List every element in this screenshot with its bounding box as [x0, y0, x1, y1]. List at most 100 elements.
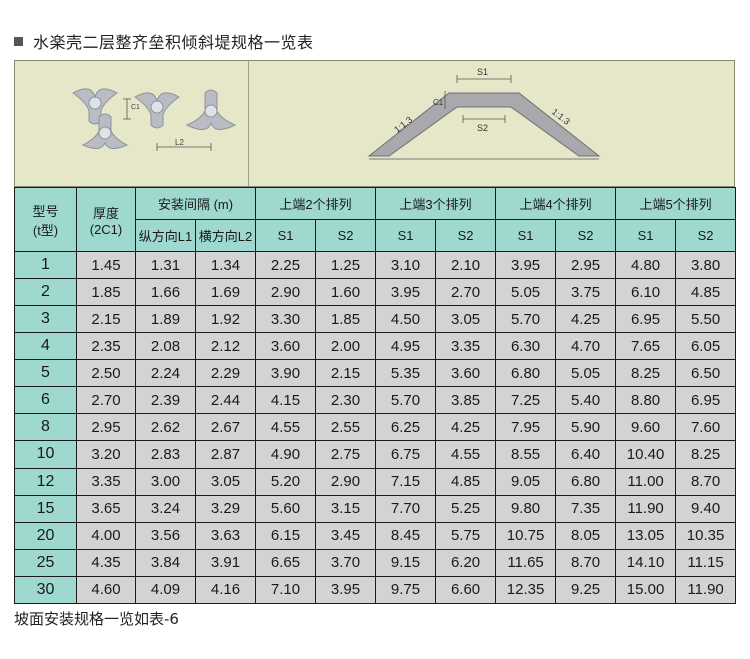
- header-thickness-label: 厚度: [92, 205, 119, 221]
- table-cell: 2.00: [315, 332, 377, 361]
- table-cell: 8.70: [555, 548, 617, 577]
- table-cell: 2.95: [555, 250, 617, 280]
- table-cell: 11.90: [615, 494, 677, 523]
- table-cell: 2.10: [435, 250, 497, 280]
- header-top3: 上端3个排列: [375, 187, 497, 220]
- table-cell: 5.50: [675, 305, 737, 334]
- table-cell: 4.55: [255, 413, 317, 442]
- table-cell: 6.15: [255, 521, 317, 550]
- table-cell-type: 2: [14, 278, 77, 307]
- table-cell: 12.35: [495, 575, 557, 605]
- header-top4: 上端4个排列: [495, 187, 617, 220]
- table-cell: 11.65: [495, 548, 557, 577]
- dimension-label-l2: L2: [175, 138, 184, 147]
- table-cell: 8.05: [555, 521, 617, 550]
- table-cell: 8.70: [675, 467, 737, 496]
- table-header: 型号 (t型) 厚度 (2C1) 安装间隔 (m) 上端2个排列 上端3个排列 …: [14, 187, 737, 252]
- table-cell: 7.70: [375, 494, 437, 523]
- table-cell: 1.34: [194, 250, 257, 280]
- table-cell: 10.35: [675, 521, 737, 550]
- table-cell: 3.90: [255, 359, 317, 388]
- table-cell: 4.80: [615, 250, 677, 280]
- table-row: 6 2.70 2.39 2.44 4.15 2.30 5.70 3.85 7.25 5.40 8.8…: [14, 386, 737, 415]
- slope-section-diagram: S1 S2 C1 1:1.3 1:1.3: [367, 67, 601, 160]
- table-cell: 10.75: [495, 521, 557, 550]
- table-cell: 4.55: [435, 440, 497, 469]
- table-cell: 2.87: [194, 440, 257, 469]
- table-cell: 2.39: [135, 386, 196, 415]
- table-cell: 4.15: [255, 386, 317, 415]
- table-cell: 14.10: [615, 548, 677, 577]
- table-cell: 7.35: [555, 494, 617, 523]
- table-cell: 7.10: [255, 575, 317, 605]
- table-cell: 4.85: [435, 467, 497, 496]
- table-cell: 3.35: [76, 467, 136, 496]
- table-cell: 13.05: [615, 521, 677, 550]
- table-cell: 2.90: [255, 278, 317, 307]
- table-cell-type: 3: [14, 305, 77, 334]
- table-cell-type: 1: [14, 250, 77, 280]
- table-cell: 6.65: [255, 548, 317, 577]
- table-cell: 3.15: [315, 494, 377, 523]
- table-cell: 3.24: [135, 494, 196, 523]
- figure-divider: [248, 61, 249, 186]
- table-cell: 4.25: [435, 413, 497, 442]
- table-cell: 10.40: [615, 440, 677, 469]
- table-row: 2 1.85 1.66 1.69 2.90 1.60 3.95 2.70 5.05 3.75 6.1…: [14, 278, 737, 307]
- table-cell: 1.85: [76, 278, 136, 307]
- table-cell: 6.25: [375, 413, 437, 442]
- table-cell: 3.05: [435, 305, 497, 334]
- table-cell: 7.15: [375, 467, 437, 496]
- table-cell: 6.20: [435, 548, 497, 577]
- table-cell: 3.70: [315, 548, 377, 577]
- table-cell: 4.35: [76, 548, 136, 577]
- dimension-label-c1: C1: [433, 98, 444, 107]
- table-cell: 5.20: [255, 467, 317, 496]
- table-cell: 2.29: [194, 359, 257, 388]
- table-cell: 6.50: [675, 359, 737, 388]
- table-cell: 9.80: [495, 494, 557, 523]
- table-cell: 2.08: [135, 332, 196, 361]
- table-cell: 6.75: [375, 440, 437, 469]
- table-cell-type: 5: [14, 359, 77, 388]
- table-cell-type: 12: [14, 467, 77, 496]
- table-cell: 2.62: [135, 413, 196, 442]
- header-top5-s2: S2: [675, 219, 737, 252]
- header-spacing: 安装间隔 (m): [134, 187, 257, 220]
- table-cell: 2.55: [315, 413, 377, 442]
- table-cell: 2.70: [76, 386, 136, 415]
- table-cell: 6.40: [555, 440, 617, 469]
- table-row: 12 3.35 3.00 3.05 5.20 2.90 7.15 4.85 9.05 6.80 11…: [14, 467, 737, 496]
- table-cell: 6.95: [675, 386, 737, 415]
- table-cell: 5.35: [375, 359, 437, 388]
- table-cell: 4.00: [76, 521, 136, 550]
- table-cell: 3.29: [194, 494, 257, 523]
- table-cell: 2.44: [194, 386, 257, 415]
- table-cell: 3.63: [194, 521, 257, 550]
- table-row: 1 1.45 1.31 1.34 2.25 1.25 3.10 2.10 3.95 2.95 4.8…: [14, 250, 737, 280]
- table-cell: 4.16: [194, 575, 257, 605]
- table-cell: 4.60: [76, 575, 136, 605]
- table-cell: 1.60: [315, 278, 377, 307]
- table-cell: 3.95: [375, 278, 437, 307]
- figure-panel: C1 L2 S1 S2 C1 1:1.3 1:1.3: [14, 60, 735, 187]
- table-cell: 9.40: [675, 494, 737, 523]
- header-top4-s1: S1: [495, 219, 557, 252]
- table-cell: 8.55: [495, 440, 557, 469]
- table-cell: 4.95: [375, 332, 437, 361]
- table-cell: 5.05: [495, 278, 557, 307]
- table-cell: 2.15: [76, 305, 136, 334]
- table-cell: 5.05: [555, 359, 617, 388]
- table-cell: 1.89: [135, 305, 196, 334]
- table-cell: 2.75: [315, 440, 377, 469]
- table-cell: 2.67: [194, 413, 257, 442]
- table-cell: 9.60: [615, 413, 677, 442]
- table-row: 15 3.65 3.24 3.29 5.60 3.15 7.70 5.25 9.80 7.35 11…: [14, 494, 737, 523]
- table-cell: 2.24: [135, 359, 196, 388]
- header-type: 型号 (t型): [14, 187, 77, 252]
- table-cell-type: 8: [14, 413, 77, 442]
- table-cell: 2.90: [315, 467, 377, 496]
- table-cell: 6.30: [495, 332, 557, 361]
- table-cell: 3.91: [194, 548, 257, 577]
- table-cell: 3.60: [255, 332, 317, 361]
